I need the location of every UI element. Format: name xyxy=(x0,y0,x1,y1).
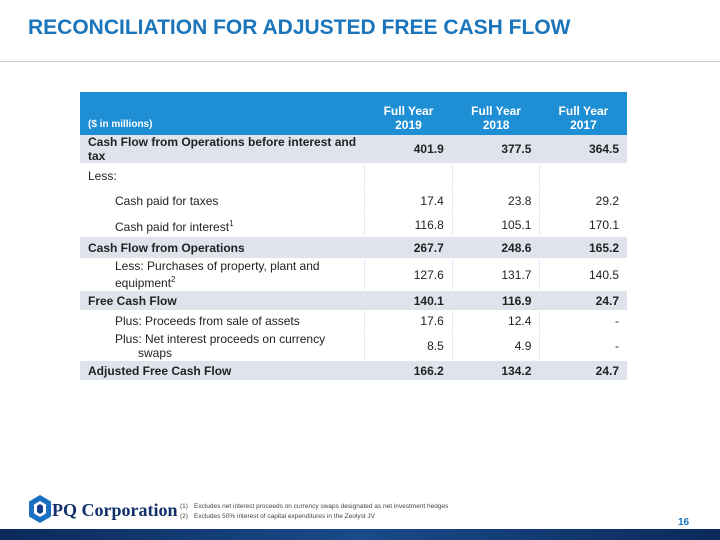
column-header: Full Year 2018 xyxy=(452,92,540,135)
row-label-text: Plus: Net interest proceeds on currency … xyxy=(115,332,326,360)
divider xyxy=(0,61,720,62)
table-row: Plus: Net interest proceeds on currency … xyxy=(80,331,627,361)
cell-value: 17.4 xyxy=(364,187,453,214)
row-label-text: Cash paid for taxes xyxy=(115,193,219,208)
cell-value: 24.7 xyxy=(539,360,627,381)
cell-value: 24.7 xyxy=(539,290,627,311)
footer-bar xyxy=(0,529,720,540)
row-label: Free Cash Flow xyxy=(80,290,366,311)
table-row: Free Cash Flow 140.1 116.9 24.7 xyxy=(80,290,627,311)
row-label: Plus: Net interest proceeds on currency … xyxy=(80,331,366,361)
table-head: ($ in millions) Full Year 2019 Full Year 201… xyxy=(80,92,627,135)
footnote: (1) Excludes net interest proceeds on cur… xyxy=(180,502,448,512)
column-header-year: 2017 xyxy=(570,118,597,132)
cell-value: 134.2 xyxy=(452,360,541,381)
table-row: Cash paid for interest1 116.8 105.1 170.1 xyxy=(80,213,627,237)
cell-value: 105.1 xyxy=(452,213,541,237)
title: RECONCILIATION FOR ADJUSTED FREE CASH FL… xyxy=(28,16,571,39)
row-label: Less: xyxy=(80,163,366,188)
cell-value: 4.9 xyxy=(452,331,541,361)
footnote-marker: (1) xyxy=(180,503,188,510)
column-header: Full Year 2017 xyxy=(539,92,627,135)
table-row: Cash Flow from Operations before interes… xyxy=(80,135,627,164)
logo-text: PQ Corporation xyxy=(52,500,178,520)
row-label-text: Cash Flow from Operations xyxy=(88,240,245,255)
logo-icon xyxy=(29,495,51,523)
cell-value: 140.5 xyxy=(539,258,627,291)
row-label-text: Less: xyxy=(88,168,117,183)
table-row: Adjusted Free Cash Flow 166.2 134.2 24.7 xyxy=(80,360,627,381)
cell-value: - xyxy=(539,331,627,361)
cell-value xyxy=(539,163,627,188)
column-header-line: Full Year xyxy=(383,104,434,118)
cell-value: 267.7 xyxy=(364,236,453,259)
cell-value: 12.4 xyxy=(452,310,541,332)
page-number: 16 xyxy=(678,517,690,528)
row-label-text: Cash paid for interest xyxy=(115,219,230,234)
cell-value: 17.6 xyxy=(364,310,453,332)
row-label: Adjusted Free Cash Flow xyxy=(80,360,366,381)
footnote: (2) Excludes 50% interest of capital expe… xyxy=(180,512,448,522)
cell-value: 23.8 xyxy=(452,187,541,214)
cell-value: 8.5 xyxy=(364,331,453,361)
table-row: Cash paid for taxes 17.4 23.8 29.2 xyxy=(80,187,627,214)
footnote-text: Excludes net interest proceeds on curren… xyxy=(194,503,449,510)
cell-value: 364.5 xyxy=(539,135,627,164)
row-label-text: Cash Flow from Operations before interes… xyxy=(88,135,357,163)
table-row: Less: Purchases of property, plant and e… xyxy=(80,258,627,291)
cell-value xyxy=(364,163,453,188)
column-header-line: Full Year xyxy=(558,104,609,118)
row-label-text: Adjusted Free Cash Flow xyxy=(88,363,232,378)
column-header: Full Year 2019 xyxy=(364,92,453,135)
units-label: ($ in millions) xyxy=(80,92,365,135)
cell-value: 127.6 xyxy=(364,258,453,291)
row-label-text: Less: Purchases of property, plant and e… xyxy=(115,259,320,290)
row-label: Cash paid for interest1 xyxy=(80,213,366,237)
header-row: ($ in millions) Full Year 2019 Full Year 201… xyxy=(80,92,627,135)
cell-value: 377.5 xyxy=(452,135,541,164)
footnote-marker: (2) xyxy=(180,513,188,520)
table-body: Cash Flow from Operations before interes… xyxy=(80,135,627,381)
row-label: Less: Purchases of property, plant and e… xyxy=(80,258,366,291)
reconciliation-table: ($ in millions) Full Year 2019 Full Year 201… xyxy=(80,92,627,381)
column-header-year: 2019 xyxy=(395,118,422,132)
table-row: Cash Flow from Operations 267.7 248.6 165.2 xyxy=(80,236,627,259)
row-label-text: Plus: Proceeds from sale of assets xyxy=(115,314,300,328)
cell-value: - xyxy=(539,310,627,332)
footnote-text: Excludes 50% interest of capital expendi… xyxy=(194,513,376,520)
cell-value: 248.6 xyxy=(452,236,541,259)
cell-value: 116.9 xyxy=(452,290,541,311)
row-label-text: Free Cash Flow xyxy=(88,293,177,308)
cell-value: 131.7 xyxy=(452,258,541,291)
row-label: Plus: Proceeds from sale of assets xyxy=(80,310,366,332)
row-label: Cash Flow from Operations xyxy=(80,236,366,259)
table-row: Plus: Proceeds from sale of assets 17.6 12… xyxy=(80,310,627,332)
cell-value: 116.8 xyxy=(364,213,453,237)
cell-value xyxy=(452,163,541,188)
cell-value: 401.9 xyxy=(364,135,453,164)
row-label: Cash Flow from Operations before interes… xyxy=(80,135,366,164)
cell-value: 166.2 xyxy=(364,360,453,381)
column-header-year: 2018 xyxy=(482,118,510,132)
cell-value: 29.2 xyxy=(539,187,627,214)
column-header-line: Full Year xyxy=(471,104,521,118)
cell-value: 165.2 xyxy=(539,236,627,259)
footnote-ref: 2 xyxy=(171,275,176,284)
footnotes: (1) Excludes net interest proceeds on cur… xyxy=(180,502,448,522)
footnote-ref: 1 xyxy=(229,218,234,228)
cell-value: 170.1 xyxy=(539,213,627,237)
cell-value: 140.1 xyxy=(364,290,453,311)
row-label: Cash paid for taxes xyxy=(80,187,366,214)
table-row: Less: xyxy=(80,163,627,188)
